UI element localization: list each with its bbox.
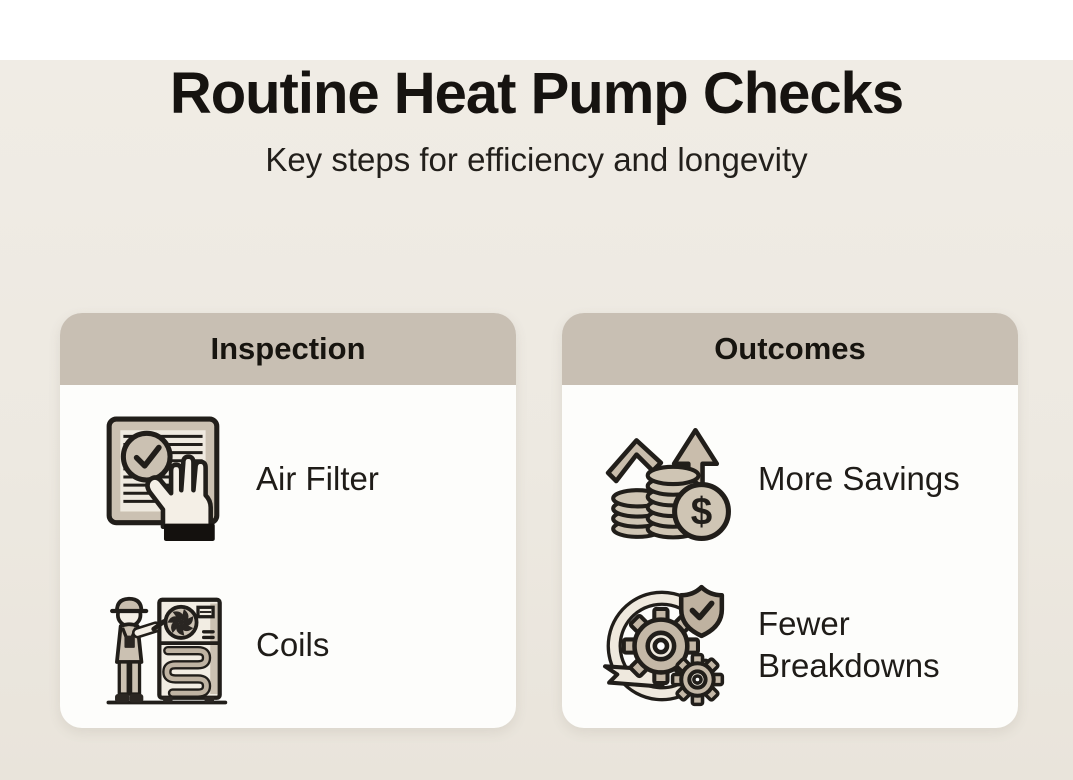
infographic-page: Routine Heat Pump Checks Key steps for e… [0,60,1073,780]
card-outcomes-body: $ More Savings [562,385,1018,728]
item-label: Coils [256,625,330,663]
coins-up-arrow-dollar-icon: $ [600,412,734,546]
card-inspection-body: Air Filter [60,385,516,728]
card-outcomes: Outcomes [562,313,1018,728]
item-label: Fewer Breakdowns [758,604,940,684]
item-label: More Savings [758,459,960,497]
item-label: Air Filter [256,459,379,497]
list-item-coils: Coils [98,565,516,725]
card-inspection: Inspection [60,313,516,728]
list-item-air-filter: Air Filter [98,399,516,559]
air-filter-check-hand-icon [98,412,232,546]
svg-text:$: $ [691,491,712,534]
cards-row: Inspection [60,313,1018,728]
list-item-fewer-breakdowns: Fewer Breakdowns [600,565,1018,725]
list-item-more-savings: $ More Savings [600,399,1018,559]
page-title: Routine Heat Pump Checks [169,61,904,126]
technician-heat-pump-coils-icon [98,578,232,712]
card-outcomes-header: Outcomes [562,313,1018,385]
card-inspection-header: Inspection [60,313,516,385]
page-subtitle: Key steps for efficiency and longevity [265,141,808,178]
gears-shield-check-icon [600,578,734,712]
